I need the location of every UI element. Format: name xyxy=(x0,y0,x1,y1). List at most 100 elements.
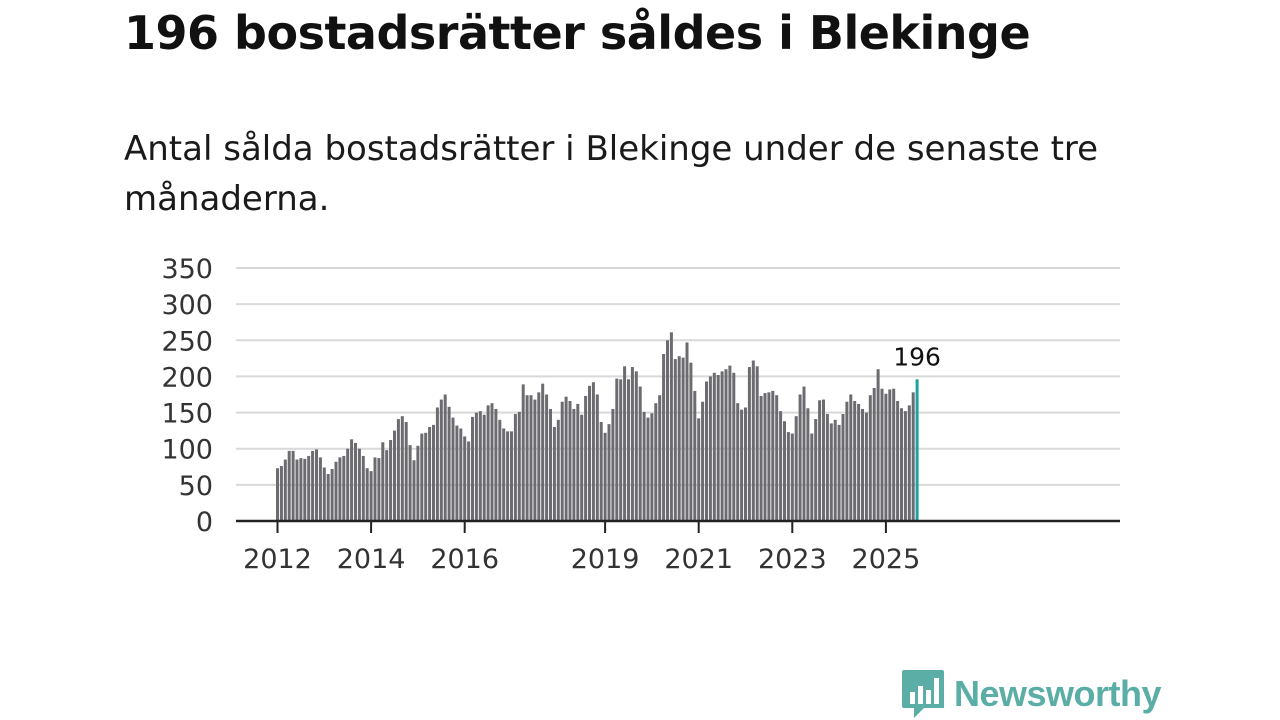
bar xyxy=(412,460,416,521)
bar xyxy=(552,427,556,521)
bar xyxy=(404,421,408,521)
bar xyxy=(810,433,814,521)
bar xyxy=(283,459,287,521)
bar xyxy=(467,441,471,521)
y-tick-label: 200 xyxy=(161,362,213,393)
bar xyxy=(662,354,666,521)
bar xyxy=(439,399,443,521)
bar xyxy=(747,367,751,521)
bar xyxy=(896,401,900,521)
bar xyxy=(716,374,720,521)
bar xyxy=(771,390,775,521)
bar xyxy=(549,408,552,521)
bar xyxy=(580,414,584,521)
bar xyxy=(864,412,868,521)
bar xyxy=(884,393,888,521)
chart-title: 196 bostadsrätter såldes i Blekinge xyxy=(124,6,1031,60)
bar xyxy=(638,386,642,521)
bar xyxy=(525,395,529,521)
bar xyxy=(342,455,346,521)
bar xyxy=(755,366,759,521)
bar xyxy=(603,432,607,521)
x-tick-label: 2021 xyxy=(664,544,733,575)
bar xyxy=(845,401,849,521)
bar xyxy=(537,392,541,521)
bar xyxy=(868,395,872,521)
bar xyxy=(482,414,486,521)
bar xyxy=(303,458,307,521)
bar xyxy=(794,416,798,521)
bar xyxy=(361,455,365,521)
bar xyxy=(338,457,342,521)
bar xyxy=(576,403,580,521)
bar xyxy=(311,450,315,521)
bar xyxy=(471,416,474,521)
bar xyxy=(673,359,677,521)
bar xyxy=(517,411,521,521)
bar xyxy=(767,392,771,521)
bar xyxy=(513,414,517,521)
bar xyxy=(447,406,451,521)
bar xyxy=(486,405,490,521)
bar xyxy=(888,389,892,521)
bar xyxy=(428,427,432,521)
bar xyxy=(786,432,790,521)
newsworthy-logo-icon xyxy=(902,670,944,718)
bar xyxy=(751,360,755,521)
bar xyxy=(630,367,634,521)
bar xyxy=(299,458,303,521)
bar xyxy=(619,379,623,521)
bar xyxy=(322,467,326,521)
bar xyxy=(365,468,369,521)
bar xyxy=(822,399,825,521)
bar xyxy=(701,401,705,521)
bar xyxy=(451,417,455,521)
bar xyxy=(568,401,572,521)
bar xyxy=(857,403,861,521)
bar xyxy=(607,424,611,521)
bar xyxy=(350,439,354,521)
bar xyxy=(510,431,513,521)
bar xyxy=(584,395,588,521)
bar xyxy=(646,417,650,521)
bar xyxy=(474,412,478,521)
bar xyxy=(837,424,841,521)
bar-latest xyxy=(915,379,919,521)
bar xyxy=(318,457,322,521)
y-tick-label: 350 xyxy=(161,254,213,285)
bar xyxy=(521,384,525,521)
bar xyxy=(818,400,822,521)
bar xyxy=(357,448,361,521)
bar xyxy=(642,411,646,521)
annotations: 196 xyxy=(893,342,941,371)
bar xyxy=(564,396,568,521)
y-tick-label: 50 xyxy=(179,471,213,502)
bar xyxy=(396,419,400,521)
bar xyxy=(276,468,279,521)
x-tick-label: 2025 xyxy=(852,544,921,575)
bar xyxy=(615,378,619,521)
bar xyxy=(728,365,732,521)
bar xyxy=(849,394,853,521)
bar xyxy=(880,388,884,521)
bar xyxy=(556,419,560,521)
bar xyxy=(533,399,537,521)
x-tick-label: 2014 xyxy=(337,544,406,575)
bar xyxy=(658,395,662,521)
bar xyxy=(416,445,420,521)
bar xyxy=(853,401,857,521)
bar xyxy=(708,376,712,521)
bar xyxy=(650,413,654,521)
bar xyxy=(420,433,424,521)
bar xyxy=(494,408,498,521)
bar xyxy=(740,409,744,521)
newsworthy-logo[interactable]: Newsworthy xyxy=(902,670,1162,718)
bar xyxy=(736,403,740,521)
bar xyxy=(685,342,689,521)
bar xyxy=(295,459,299,521)
bar xyxy=(459,428,463,521)
bar xyxy=(506,431,510,521)
bar xyxy=(502,428,506,521)
bar xyxy=(783,421,786,521)
bar xyxy=(478,411,482,521)
